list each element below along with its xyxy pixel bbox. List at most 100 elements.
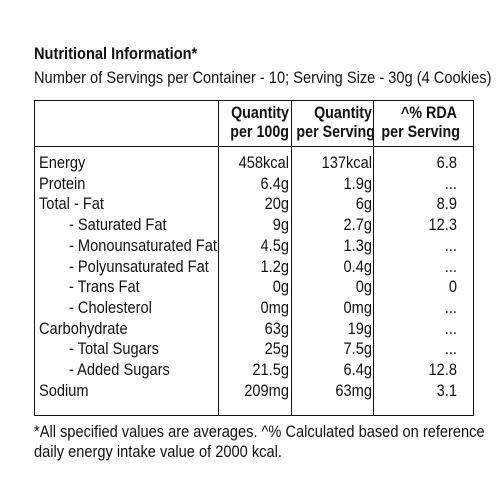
table-row: Total - Fat 20g 6g 8.9 [35,194,473,214]
value-per-100g: 21.5g [219,360,289,380]
header-rda-line1: ^% RDA [401,103,457,122]
value-rda-text: ... [444,318,457,338]
column-divider [218,101,219,415]
table-row: - Added Sugars 21.5g 6.4g 12.8 [35,360,473,380]
value-per-serving-text: 63mg [335,380,372,400]
nutrient-name: Sodium [39,380,89,400]
value-per-serving-text: 1.9g [343,173,372,193]
nutrient-name: Energy [39,153,86,172]
value-per-serving: 0g [302,277,372,297]
footnote-line-2: daily energy intake value of 2000 kcal. [34,442,282,461]
value-per-serving-text: 1.3g [343,235,372,255]
table-row: Sodium 209mg 63mg 3.1 [35,381,473,401]
value-per-100g: 0mg [219,298,289,318]
value-per-100g: 9g [219,215,289,235]
value-rda-text: ... [444,297,457,317]
value-per-100g: 1.2g [219,257,289,277]
value-rda: ... [387,236,457,256]
column-divider [373,101,374,415]
value-per-serving: 7.5g [302,339,372,359]
table-row: - Monounsaturated Fat 4.5g 1.3g... [35,236,473,256]
value-rda: 6.8 [387,153,457,173]
value-rda: 0 [387,277,457,297]
value-per-serving-text: 2.7g [343,215,372,235]
header-per-100g: Quantity per 100g [199,103,289,141]
value-per-100g-text: 6.4g [260,173,289,193]
nutrient-name: - Added Sugars [69,360,170,379]
value-per-100g-text: 209mg [244,380,289,400]
value-rda: 12.3 [387,215,457,235]
value-rda-text: 6.8 [436,153,457,172]
value-rda-text: 3.1 [436,380,457,400]
value-rda-text: 12.3 [428,215,457,235]
table-row: - Saturated Fat 9g 2.7g 12.3 [35,215,473,235]
value-rda: 8.9 [387,194,457,214]
nutrient-name: Protein [39,173,86,193]
value-per-serving-text: 19g [347,318,372,338]
value-per-100g-text: 25g [264,339,289,359]
value-per-serving-text: 137kcal [321,153,372,172]
value-per-100g: 6.4g [219,174,289,194]
value-per-100g: 63g [219,319,289,339]
value-rda-text: 12.8 [428,360,457,379]
column-divider [291,101,292,415]
value-per-serving: 6.4g [302,360,372,380]
header-rda: ^% RDA per Serving [367,103,460,141]
table-row: Energy 458kcal 137kcal 6.8 [35,153,473,173]
value-rda: 3.1 [387,381,457,401]
value-per-100g-text: 4.5g [260,235,289,255]
nutrition-table: Quantity per 100g Quantity per Serving ^… [34,100,474,416]
value-per-serving-text: 0mg [343,297,372,317]
value-per-100g-text: 21.5g [252,360,289,379]
nutrition-label: Nutritional Information* Number of Servi… [34,44,492,461]
serving-info: Number of Servings per Container - 10; S… [34,68,492,87]
nutrient-name: - Saturated Fat [69,215,167,235]
table-header: Quantity per 100g Quantity per Serving ^… [35,101,473,147]
nutrient-name: - Polyunsaturated Fat [69,256,209,276]
table-row: - Cholesterol 0mg 0mg... [35,298,473,318]
value-per-100g: 0g [219,277,289,297]
value-per-serving-text: 6.4g [343,360,372,379]
value-rda: ... [387,339,457,359]
footnote-line-1: *All specified values are averages. ^% C… [34,422,485,441]
header-per-100g-line1: Quantity [231,103,289,122]
value-per-serving-text: 7.5g [343,339,372,359]
value-per-100g-text: 9g [272,215,289,235]
nutrient-name: - Trans Fat [69,277,140,297]
value-per-serving: 2.7g [302,215,372,235]
value-per-serving: 0.4g [302,257,372,277]
nutrient-name: - Cholesterol [69,297,152,317]
value-rda: ... [387,257,457,277]
value-per-serving: 19g [302,319,372,339]
nutrient-name: - Monounsaturated Fat [69,235,217,255]
value-per-100g: 4.5g [219,236,289,256]
header-per-serving: Quantity per Serving [282,103,375,141]
value-per-serving-text: 0g [355,277,372,297]
value-per-serving: 6g [302,194,372,214]
value-per-100g: 209mg [219,381,289,401]
value-per-100g-text: 20g [264,194,289,214]
value-rda-text: ... [444,235,457,255]
header-rda-line2: per Serving [381,122,460,141]
table-row: Carbohydrate 63g 19g... [35,319,473,339]
table-row: - Trans Fat 0g 0g 0 [35,277,473,297]
value-per-serving: 1.3g [302,236,372,256]
value-rda-text: ... [444,339,457,359]
header-per-serving-line2: per Serving [296,122,375,141]
value-per-serving-text: 6g [355,194,372,214]
value-per-100g: 25g [219,339,289,359]
value-per-serving: 63mg [302,381,372,401]
value-rda-text: 0 [448,277,457,297]
value-per-serving: 0mg [302,298,372,318]
value-rda-text: ... [444,173,457,193]
value-rda-text: ... [444,256,457,276]
header-per-100g-line2: per 100g [230,122,289,141]
label-title: Nutritional Information* [34,44,198,63]
value-rda: ... [387,319,457,339]
value-rda-text: 8.9 [436,194,457,214]
value-per-100g-text: 458kcal [238,153,289,172]
value-per-serving-text: 0.4g [343,256,372,276]
header-per-serving-line1: Quantity [314,103,372,122]
value-per-100g: 20g [219,194,289,214]
table-row: - Polyunsaturated Fat 1.2g 0.4g... [35,257,473,277]
